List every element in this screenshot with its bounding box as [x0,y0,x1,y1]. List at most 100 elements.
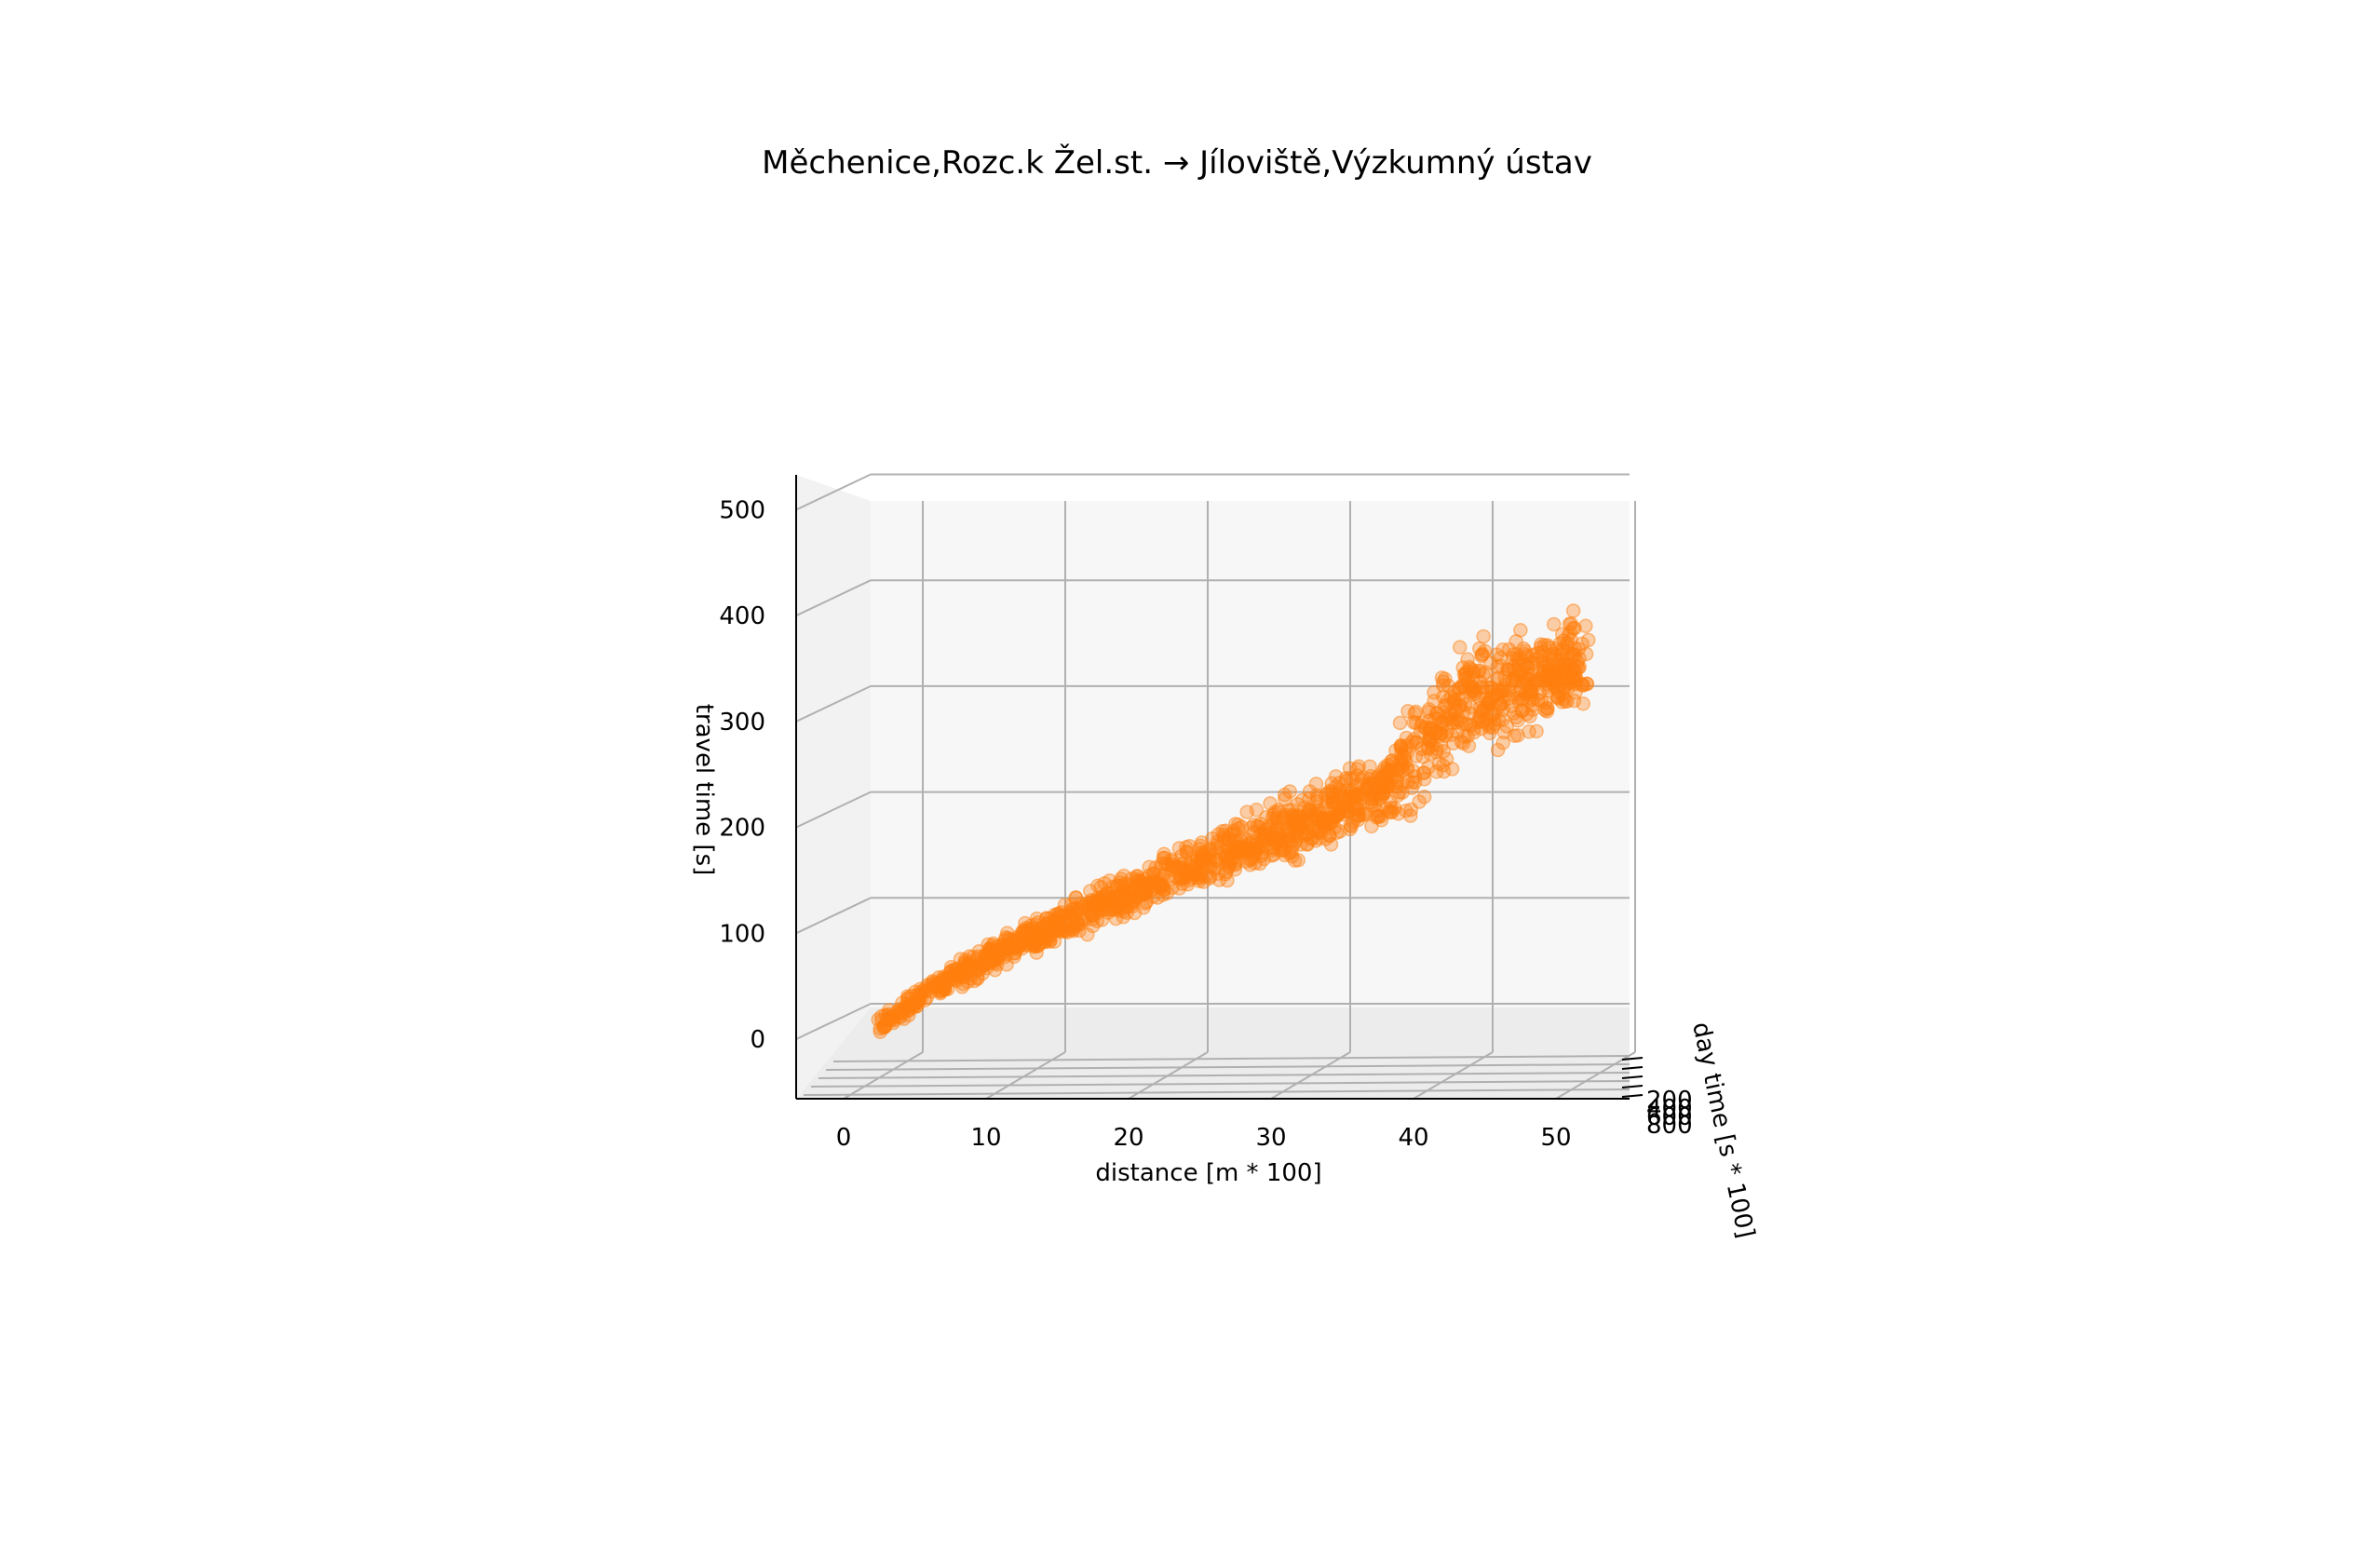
y-side-line [795,791,872,829]
scatter-point [1228,840,1243,856]
scatter-point [1221,858,1236,873]
scatter-point [1180,877,1196,892]
scatter-point [1557,681,1572,696]
scatter-point [1516,641,1531,656]
scatter-point [1362,759,1377,774]
scatter-point [1048,914,1063,929]
scatter-point [1565,603,1581,618]
scatter-point [1449,703,1465,719]
scatter-point [1581,632,1596,648]
scatter-point [1499,719,1515,734]
scatter-point [1085,918,1101,934]
scatter-point [1495,736,1510,750]
scatter-point [1441,678,1456,694]
z-tick-label: 400 [1646,1095,1693,1123]
scatter-point [1408,749,1424,764]
scatter-point [954,969,968,985]
z-tick-label: 600 [1646,1103,1693,1131]
y-tick-label: 500 [719,497,765,525]
scatter-point [1452,640,1468,655]
scatter-point [1540,670,1556,686]
scatter-point [1487,712,1502,728]
scatter-point [1490,672,1505,687]
scatter-point [1390,806,1406,821]
floor-pane [796,1007,1630,1099]
scatter-point [1000,930,1016,946]
x-tick-label: 10 [970,1124,1001,1152]
scatter-point [1578,618,1593,634]
scatter-point [1371,808,1386,823]
scatter-point [1347,787,1363,802]
z-tick-label: 800 [1646,1112,1693,1140]
z-axis-label: day time [s * 100] [1686,1020,1759,1240]
y-tick-label: 200 [719,815,765,843]
y-side-line [795,1003,872,1040]
scatter-point [1342,761,1358,776]
z-tick [1621,1075,1644,1079]
scatter-point [1423,746,1438,762]
scatter-point [1278,847,1292,863]
scatter-point [1356,791,1371,805]
scatter-point [1394,741,1409,756]
scatter-point [970,971,985,986]
z-tick-label: 200 [1646,1087,1693,1115]
scatter-point [1450,724,1465,739]
scatter-point [1501,683,1517,698]
scatter-point [1404,780,1420,796]
scatter-point [1476,713,1492,729]
scatter-point [1374,769,1390,785]
scatter-point [1560,656,1576,672]
axes [795,475,1630,1100]
scatter-point [1278,791,1292,807]
scatter-point [1432,728,1448,743]
scatter-point [1517,657,1533,673]
scatter-point [1476,668,1491,683]
scatter-point [962,949,977,964]
scatter-point [1493,658,1508,673]
scatter-point [1416,765,1432,780]
scatter-point [1576,678,1591,693]
y-axis-label: travel time [s] [690,704,718,876]
scatter-point [978,947,993,962]
scatter-point [1253,817,1268,831]
scatter-point [1476,629,1491,644]
scatter-point [1479,696,1494,710]
scatter-point [910,998,925,1014]
scatter-point [1299,827,1314,842]
scatter-point [1127,905,1143,921]
scatter-point [1138,881,1154,896]
z-floor-line [810,1080,1630,1088]
scatter-point [1263,832,1278,848]
scatter-point [1026,939,1042,954]
scatter-point [1182,866,1197,882]
scatter-point [1262,818,1278,833]
z-floor-line [803,1088,1630,1096]
scatter-point [1431,756,1447,771]
scatter-point [1490,742,1506,758]
chart-title: Měchenice,Rozc.k Žel.st. → Jíloviště,Výz… [762,143,1592,182]
scatter-point [877,1020,892,1034]
scatter-point [1328,779,1344,794]
scatter-point [1233,832,1249,848]
scatter-point [1403,802,1419,818]
scatter-point [1539,700,1555,716]
x-tick-label: 40 [1398,1124,1428,1152]
scatter-point [1436,678,1451,693]
scatter-point [1576,696,1590,711]
scatter-point [1400,762,1415,777]
scatter-point [1249,803,1265,818]
y-tick-label: 100 [719,920,765,948]
scatter-point [1467,686,1482,702]
scatter-point [938,973,953,988]
y-side-line [795,897,872,935]
z-floor-line [832,1055,1630,1062]
scatter-point [1560,672,1575,687]
scatter-points [871,603,1596,1039]
y-side-line [795,579,872,617]
x-tick-label: 0 [836,1124,852,1152]
x-tick-label: 20 [1113,1124,1143,1152]
z-tick [1621,1094,1644,1098]
z-tick [1621,1066,1644,1070]
scatter-point [1206,842,1222,857]
scatter-point [1459,664,1474,680]
